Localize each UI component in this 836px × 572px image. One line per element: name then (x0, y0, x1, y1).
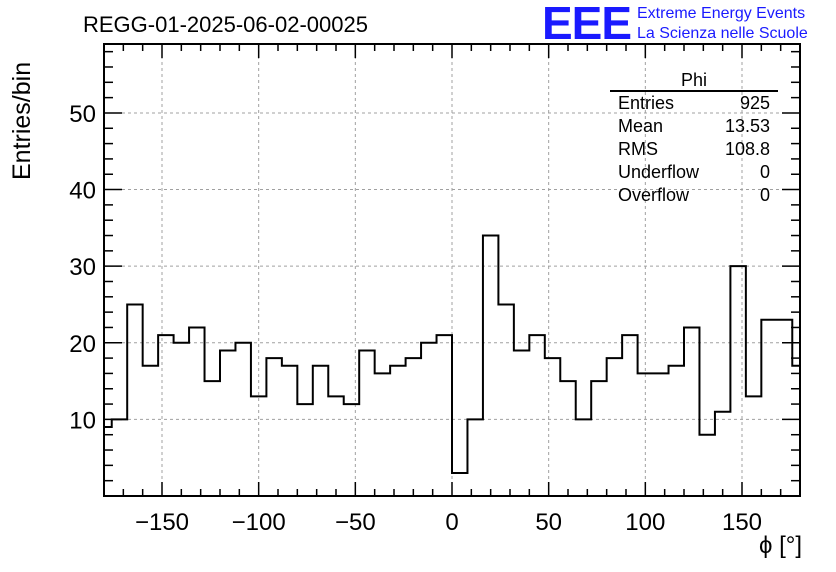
y-tick-label: 20 (69, 331, 96, 358)
stats-title: Phi (610, 70, 778, 92)
x-axis-label: ϕ [°] (758, 532, 802, 559)
y-tick-label: 10 (69, 407, 96, 434)
logo-line-2: La Scienza nelle Scuole (637, 25, 808, 42)
x-tick-label: 100 (625, 509, 665, 536)
x-tick-label: −50 (335, 509, 376, 536)
x-tick-label: 150 (722, 509, 762, 536)
stats-value: 0 (759, 185, 770, 205)
y-tick-label: 40 (69, 178, 96, 205)
stats-label: Overflow (618, 185, 690, 205)
logo-line-1: Extreme Energy Events (637, 5, 806, 22)
x-tick-label: −100 (232, 509, 286, 536)
stats-label: Mean (618, 116, 664, 136)
tick-marks (103, 44, 801, 496)
stats-label: RMS (618, 139, 658, 159)
stats-box: Phi Entries 925 Mean 13.53 RMS 108.8 Und… (610, 70, 778, 207)
chart-title: REGG-01-2025-06-02-00025 (83, 12, 368, 37)
histogram-line (104, 59, 801, 475)
x-tick-label: 50 (535, 509, 562, 536)
y-tick-label: 30 (69, 254, 96, 281)
stats-value: 0 (759, 162, 770, 182)
stats-row-overflow: Overflow 0 (610, 184, 778, 207)
stats-value: 108.8 (724, 139, 770, 159)
stats-row-entries: Entries 925 (610, 92, 778, 115)
stats-value: 925 (739, 93, 770, 113)
eee-logo: EEE (542, 0, 632, 49)
stats-value: 13.53 (724, 116, 770, 136)
stats-row-mean: Mean 13.53 (610, 115, 778, 138)
stats-label: Entries (618, 93, 675, 113)
x-tick-label: 0 (445, 509, 458, 536)
stats-row-underflow: Underflow 0 (610, 161, 778, 184)
stats-label: Underflow (618, 162, 700, 182)
y-tick-label: 50 (69, 101, 96, 128)
x-tick-label: −150 (135, 509, 189, 536)
tick-labels: −150 −100 −50 0 50 100 150 10 20 30 40 50 (69, 101, 762, 536)
stats-row-rms: RMS 108.8 (610, 138, 778, 161)
